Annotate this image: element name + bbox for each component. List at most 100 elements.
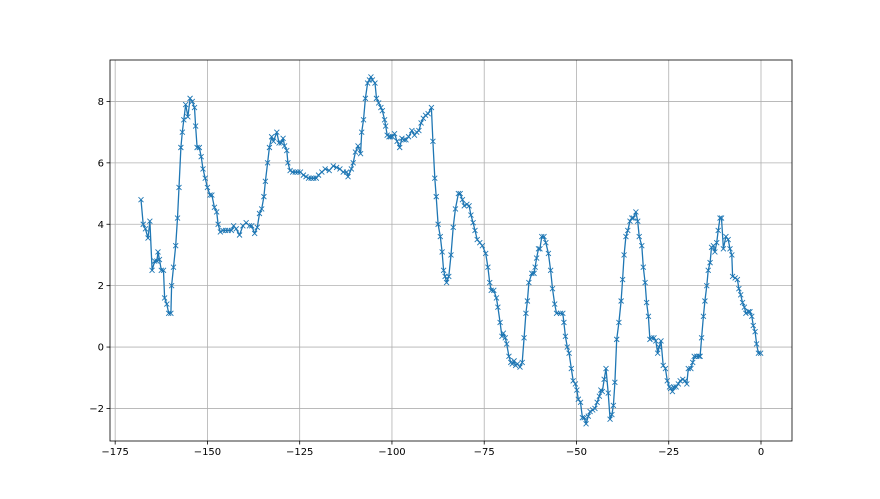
data-point-marker — [752, 328, 758, 335]
data-point-marker — [285, 160, 291, 166]
x-tick-label: −100 — [378, 447, 405, 458]
data-point-marker — [488, 287, 495, 294]
data-point-marker — [355, 143, 361, 149]
data-point-marker — [138, 196, 144, 203]
data-point-marker — [479, 242, 486, 249]
data-point-marker — [557, 310, 564, 317]
data-point-marker — [168, 310, 174, 317]
data-point-marker — [506, 353, 512, 360]
data-point-marker — [566, 350, 572, 357]
data-point-marker — [343, 169, 350, 175]
data-point-marker — [176, 184, 182, 191]
data-point-marker — [455, 190, 462, 197]
data-point-marker — [645, 313, 652, 320]
data-point-marker — [261, 193, 267, 200]
data-point-marker — [142, 226, 149, 232]
data-point-marker — [700, 313, 707, 320]
data-point-marker — [445, 273, 452, 280]
data-point-marker — [251, 230, 258, 237]
data-point-marker — [574, 387, 580, 393]
data-point-marker — [630, 215, 637, 221]
data-point-marker — [643, 299, 650, 306]
data-point-marker — [526, 279, 532, 286]
data-point-marker — [178, 144, 184, 151]
data-point-marker — [524, 298, 531, 304]
data-point-marker — [538, 233, 545, 240]
data-point-marker — [495, 304, 501, 310]
data-point-marker — [634, 218, 641, 224]
data-point-marker — [264, 160, 271, 166]
data-point-marker — [541, 233, 547, 240]
data-point-marker — [420, 115, 427, 122]
data-point-marker — [532, 264, 538, 271]
data-point-marker — [613, 336, 620, 343]
data-point-marker — [470, 219, 476, 226]
data-point-marker — [572, 381, 579, 387]
data-point-marker — [266, 144, 273, 151]
data-point-marker — [295, 169, 301, 175]
data-point-marker — [300, 172, 307, 178]
data-point-marker — [696, 353, 702, 360]
data-point-marker — [330, 163, 337, 169]
data-point-marker — [468, 212, 474, 218]
data-point-marker — [379, 107, 386, 114]
data-point-marker — [707, 259, 713, 266]
data-point-marker — [172, 242, 179, 249]
data-point-marker — [207, 192, 213, 198]
data-point-marker — [270, 138, 277, 145]
data-point-marker — [651, 335, 657, 341]
data-point-marker — [533, 255, 540, 261]
data-point-marker — [160, 267, 167, 274]
data-point-marker — [350, 160, 357, 166]
data-point-marker — [757, 350, 764, 357]
x-tick-label: −150 — [194, 447, 221, 458]
y-tick-label: 6 — [98, 158, 104, 169]
data-point-marker — [189, 98, 196, 105]
data-point-marker — [720, 245, 727, 252]
data-point-marker — [603, 365, 609, 372]
data-point-marker — [375, 100, 382, 106]
data-point-marker — [149, 267, 155, 274]
data-point-marker — [682, 378, 688, 384]
data-point-marker — [145, 235, 151, 241]
data-point-marker — [497, 319, 503, 326]
x-tick-label: −75 — [474, 447, 495, 458]
x-tick-label: −25 — [658, 447, 679, 458]
data-point-marker — [305, 175, 312, 182]
data-point-marker — [360, 117, 367, 123]
data-point-marker — [303, 173, 309, 180]
data-point-marker — [140, 221, 147, 228]
data-point-marker — [333, 164, 340, 171]
x-axis: −175 −150 −125 −100 −75 −50 −25 0 — [101, 441, 764, 458]
data-point-marker — [405, 133, 412, 140]
data-point-marker — [667, 385, 674, 392]
data-point-marker — [654, 350, 661, 357]
data-point-marker — [281, 143, 288, 149]
data-point-marker — [723, 233, 729, 240]
data-point-marker — [292, 169, 299, 175]
data-point-marker — [262, 178, 269, 185]
data-point-marker — [596, 393, 603, 399]
x-tick-label: −50 — [566, 447, 587, 458]
data-point-marker — [180, 117, 187, 123]
data-point-marker — [248, 222, 255, 229]
data-point-marker — [545, 250, 552, 257]
data-point-marker — [551, 301, 558, 307]
data-point-marker — [675, 381, 682, 387]
data-point-marker — [164, 301, 170, 307]
data-point-marker — [165, 310, 172, 317]
data-point-marker — [435, 221, 441, 228]
data-point-marker — [457, 190, 464, 197]
data-point-marker — [685, 365, 692, 372]
data-point-marker — [594, 399, 600, 406]
data-point-marker — [158, 267, 165, 274]
data-point-marker — [209, 192, 215, 198]
data-point-marker — [233, 226, 240, 232]
data-point-marker — [531, 270, 537, 277]
data-point-marker — [273, 129, 280, 135]
data-point-marker — [564, 344, 571, 350]
data-point-marker — [519, 359, 526, 366]
data-point-marker — [585, 413, 592, 419]
data-point-marker — [222, 227, 229, 234]
data-point-marker — [698, 335, 705, 341]
